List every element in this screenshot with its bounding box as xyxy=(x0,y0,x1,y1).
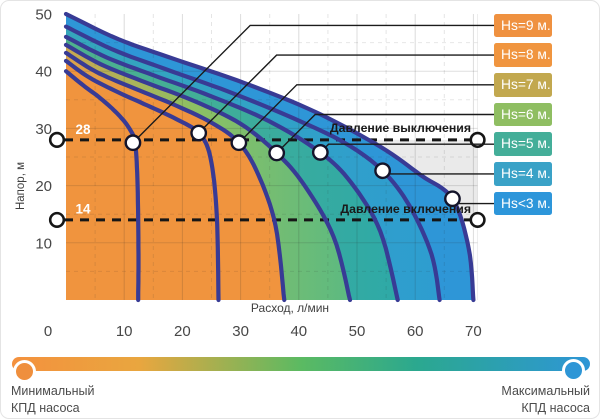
x-tick-label: 70 xyxy=(465,323,482,340)
marker-Hs9 xyxy=(124,134,142,152)
curve-Hs5 xyxy=(63,34,400,303)
x-tick-label: 20 xyxy=(174,323,191,340)
region-Hs9 xyxy=(66,71,139,300)
curve-Hs7 xyxy=(63,50,287,303)
x-tick-label: 40 xyxy=(290,323,307,340)
x-tick-label: 0 xyxy=(44,323,52,340)
y-tick-label: 50 xyxy=(35,7,52,24)
marker-Hs8 xyxy=(190,124,208,142)
cutout-pressure-label: Давление выключения xyxy=(330,121,471,135)
callout-line-Hs6 xyxy=(276,113,494,154)
max-efficiency-dot xyxy=(561,358,585,382)
curve-Hs9 xyxy=(63,69,141,303)
y-tick-label: 40 xyxy=(35,64,52,81)
marker-Hs4 xyxy=(374,162,392,180)
x-tick-label: 10 xyxy=(116,323,133,340)
min-efficiency-line1: Минимальный xyxy=(11,384,95,398)
min-efficiency-label: Минимальный КПД насоса xyxy=(11,383,95,416)
curve-Hs6 xyxy=(63,42,353,303)
curve-Hs8 xyxy=(63,58,221,303)
callout-line-Hs7 xyxy=(238,84,494,144)
region-Hs7 xyxy=(66,52,285,301)
x-axis-title: Расход, л/мин xyxy=(251,301,329,315)
min-efficiency-line2: КПД насоса xyxy=(11,400,80,415)
callout-line-Hs9 xyxy=(132,24,494,144)
x-tick-label: 60 xyxy=(407,323,424,340)
min-efficiency-dot xyxy=(12,359,36,383)
legend-item-hs4: Hs=4 м. xyxy=(494,162,552,186)
cutout-pressure-line-endpoint xyxy=(48,131,66,148)
region-Hs<3 xyxy=(66,14,474,300)
pump-curves-chart: 10 20 30 40 50 0 10 20 30 40 50 60 70 Напор, м Расход,… xyxy=(15,7,494,340)
grid xyxy=(66,14,478,300)
y-tick-label: 20 xyxy=(35,178,52,195)
cutout-pressure-value: 28 xyxy=(75,122,91,137)
legend-item-hs6: Hs=6 м. xyxy=(494,102,552,127)
max-efficiency-label: Максимальный КПД насоса xyxy=(501,383,590,416)
callout-line-Hs8 xyxy=(198,54,494,134)
y-tick-label: 30 xyxy=(35,121,52,138)
legend-item-hs8: Hs=8 м. xyxy=(494,43,552,67)
marker-Hs7 xyxy=(230,134,248,152)
max-efficiency-line1: Максимальный xyxy=(501,384,590,398)
legend-item-hs5: Hs=5 м. xyxy=(494,132,552,156)
cutin-pressure-value: 14 xyxy=(75,201,91,216)
x-tick-label: 30 xyxy=(232,323,249,340)
marker-Hs5 xyxy=(311,144,329,161)
marker-Hs<3 xyxy=(444,190,461,208)
cutin-pressure-label: Давление включения xyxy=(340,202,471,216)
efficiency-gradient-bar xyxy=(12,357,590,371)
curve-Hs4 xyxy=(63,24,442,303)
max-efficiency-line2: КПД насоса xyxy=(521,400,590,415)
cutin-pressure-line-endpoint xyxy=(48,211,66,229)
y-axis-title: Напор, м xyxy=(15,162,27,210)
legend-item-hs<3: Hs<3 м. xyxy=(494,191,552,216)
legend-item-hs9: Hs=9 м. xyxy=(494,13,552,38)
cutout-pressure-line-endpoint xyxy=(469,131,486,148)
cutin-pressure-line-endpoint xyxy=(469,211,486,229)
region-Hs8 xyxy=(66,60,219,301)
y-tick-label: 10 xyxy=(35,235,52,252)
marker-Hs6 xyxy=(268,144,286,162)
x-tick-label: 50 xyxy=(349,323,366,340)
legend-item-hs7: Hs=7 м. xyxy=(494,73,552,97)
curve-Hs<3 xyxy=(63,11,476,303)
